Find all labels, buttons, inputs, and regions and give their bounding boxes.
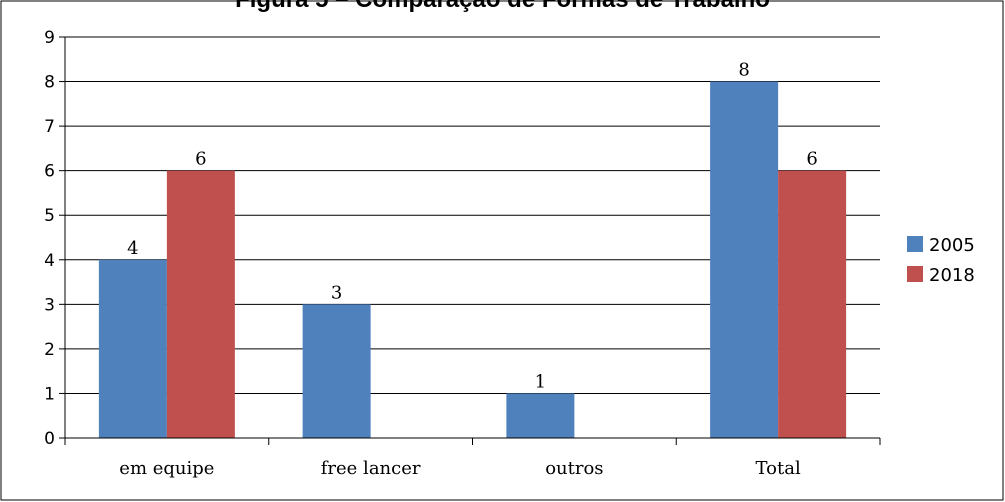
y-tick-label: 6 [44, 162, 55, 182]
data-label: 1 [535, 371, 546, 392]
data-label: 8 [738, 60, 749, 81]
y-tick-label: 9 [44, 28, 55, 48]
x-category-label: em equipe [119, 458, 214, 479]
bar [778, 170, 847, 438]
bar [98, 259, 167, 438]
legend-label: 2005 [929, 235, 975, 256]
y-tick-label: 0 [44, 429, 55, 449]
legend-label: 2018 [929, 265, 975, 286]
labels: 0 1 2 3 4 5 6 7 8 9 4 6 em equipe 3 free lancer 1 outros… [44, 28, 818, 479]
data-label: 6 [806, 149, 817, 170]
axes [59, 36, 881, 445]
legend: 2005 2018 [907, 235, 975, 286]
data-label: 3 [331, 282, 342, 303]
data-label: 6 [195, 149, 206, 170]
x-category-label: Total [756, 458, 801, 479]
bar [710, 81, 779, 439]
bar [506, 393, 575, 438]
legend-swatch [907, 236, 923, 252]
y-tick-label: 8 [44, 73, 55, 93]
bars [98, 81, 847, 439]
bar [166, 170, 235, 438]
legend-swatch [907, 266, 923, 282]
x-category-label: outros [545, 458, 603, 479]
bar [302, 304, 371, 438]
y-tick-label: 1 [44, 384, 55, 404]
x-category-label: free lancer [321, 458, 421, 479]
data-label: 4 [127, 238, 138, 259]
y-tick-label: 3 [44, 295, 55, 315]
chart-title: Figura 5 – Comparação de Formas de Traba… [0, 0, 1005, 14]
y-tick-label: 2 [44, 340, 55, 360]
y-tick-label: 4 [44, 251, 55, 271]
y-tick-label: 7 [44, 117, 55, 137]
y-tick-label: 5 [44, 206, 55, 226]
